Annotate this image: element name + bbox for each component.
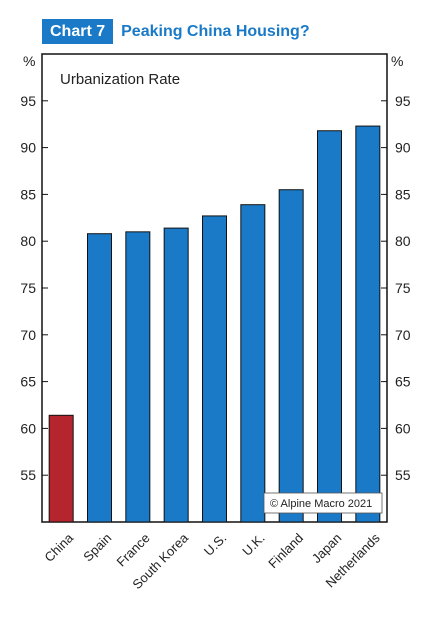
category-label: Finland	[265, 530, 306, 571]
right-tick-label: 65	[395, 374, 411, 390]
left-tick-label: 85	[20, 186, 36, 202]
copyright-text: © Alpine Macro 2021	[270, 498, 372, 510]
right-tick-label: 80	[395, 233, 411, 249]
chart-number-badge: Chart 7	[42, 19, 114, 44]
left-tick-label: 60	[20, 420, 36, 436]
chart-header: Chart 7 Peaking China Housing?	[42, 19, 310, 44]
bar-netherlands	[355, 125, 381, 523]
bar-u-k	[240, 204, 266, 523]
left-tick-label: 75	[20, 280, 36, 296]
bar-u-s	[202, 215, 227, 523]
bar-france	[125, 231, 151, 523]
category-label: China	[41, 530, 76, 565]
right-tick-label: 60	[395, 420, 411, 436]
right-tick-label: 95	[395, 93, 411, 109]
bar-japan	[317, 130, 342, 523]
category-label: U.K.	[239, 530, 267, 558]
right-tick-label: 55	[395, 467, 411, 483]
category-label: Spain	[80, 530, 114, 564]
left-tick-label: 70	[20, 327, 36, 343]
left-tick-label: 80	[20, 233, 36, 249]
chart-title: Peaking China Housing?	[121, 23, 310, 40]
left-tick-label: 95	[20, 93, 36, 109]
right-tick-label: 85	[395, 186, 411, 202]
right-tick-label: 70	[395, 327, 411, 343]
category-label: U.S.	[201, 530, 229, 558]
left-tick-label: 90	[20, 140, 36, 156]
right-unit-label: %	[391, 53, 403, 69]
chart-subtitle: Urbanization Rate	[60, 71, 180, 88]
right-tick-label: 90	[395, 140, 411, 156]
category-label: Japan	[309, 530, 345, 566]
left-tick-label: 65	[20, 374, 36, 390]
bar-spain	[87, 233, 112, 523]
right-tick-label: 75	[395, 280, 411, 296]
bar-south-korea	[163, 227, 189, 523]
bar-finland	[278, 189, 304, 523]
left-tick-label: 55	[20, 467, 36, 483]
copyright-box: © Alpine Macro 2021	[263, 492, 383, 514]
left-unit-label: %	[23, 53, 35, 69]
bar-china	[48, 414, 74, 523]
